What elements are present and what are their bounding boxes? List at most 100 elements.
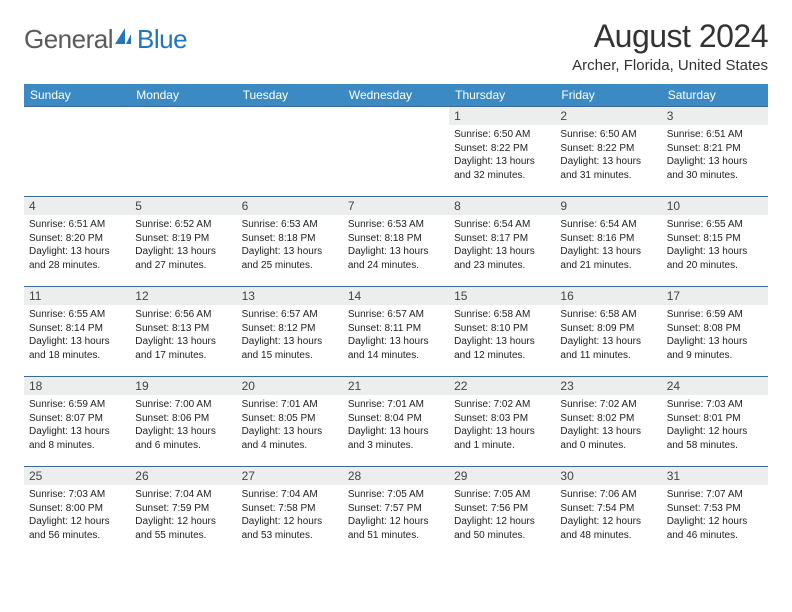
day-daylight1: Daylight: 12 hours xyxy=(667,515,763,529)
calendar-day-cell: 30Sunrise: 7:06 AMSunset: 7:54 PMDayligh… xyxy=(555,467,661,557)
calendar-day-cell: 25Sunrise: 7:03 AMSunset: 8:00 PMDayligh… xyxy=(24,467,130,557)
calendar-week-row: 25Sunrise: 7:03 AMSunset: 8:00 PMDayligh… xyxy=(24,467,768,557)
calendar-week-row: 4Sunrise: 6:51 AMSunset: 8:20 PMDaylight… xyxy=(24,197,768,287)
day-sunset: Sunset: 8:18 PM xyxy=(242,232,338,246)
day-details: Sunrise: 7:01 AMSunset: 8:04 PMDaylight:… xyxy=(343,395,449,456)
day-daylight2: and 27 minutes. xyxy=(135,259,231,273)
day-daylight1: Daylight: 13 hours xyxy=(29,245,125,259)
day-number: 3 xyxy=(662,107,768,125)
calendar-day-cell xyxy=(343,107,449,197)
day-sunrise: Sunrise: 6:59 AM xyxy=(667,308,763,322)
day-number: 22 xyxy=(449,377,555,395)
day-daylight1: Daylight: 13 hours xyxy=(348,245,444,259)
day-sunrise: Sunrise: 6:53 AM xyxy=(348,218,444,232)
day-details: Sunrise: 7:02 AMSunset: 8:02 PMDaylight:… xyxy=(555,395,661,456)
weekday-header: Monday xyxy=(130,84,236,107)
day-daylight2: and 15 minutes. xyxy=(242,349,338,363)
day-sunset: Sunset: 7:53 PM xyxy=(667,502,763,516)
day-sunrise: Sunrise: 6:51 AM xyxy=(29,218,125,232)
weekday-header: Thursday xyxy=(449,84,555,107)
calendar-day-cell: 31 Sunrise: 7:07 AMSunset: 7:53 PMDayligh… xyxy=(662,467,768,557)
day-sunset: Sunset: 8:07 PM xyxy=(29,412,125,426)
day-sunrise: Sunrise: 6:50 AM xyxy=(560,128,656,142)
day-details: Sunrise: 7:05 AMSunset: 7:56 PMDaylight:… xyxy=(449,485,555,546)
day-number: 19 xyxy=(130,377,236,395)
day-daylight1: Daylight: 13 hours xyxy=(135,335,231,349)
day-sunrise: Sunrise: 7:02 AM xyxy=(454,398,550,412)
day-daylight1: Daylight: 12 hours xyxy=(454,515,550,529)
day-sunset: Sunset: 7:56 PM xyxy=(454,502,550,516)
day-number: 16 xyxy=(555,287,661,305)
calendar-week-row: 18Sunrise: 6:59 AMSunset: 8:07 PMDayligh… xyxy=(24,377,768,467)
day-daylight2: and 1 minute. xyxy=(454,439,550,453)
day-daylight1: Daylight: 13 hours xyxy=(454,245,550,259)
day-sunset: Sunset: 8:16 PM xyxy=(560,232,656,246)
day-number: 11 xyxy=(24,287,130,305)
day-daylight2: and 30 minutes. xyxy=(667,169,763,183)
day-number: 20 xyxy=(237,377,343,395)
day-daylight2: and 58 minutes. xyxy=(667,439,763,453)
day-daylight1: Daylight: 13 hours xyxy=(242,335,338,349)
day-details: Sunrise: 6:58 AMSunset: 8:10 PMDaylight:… xyxy=(449,305,555,366)
day-sunrise: Sunrise: 6:50 AM xyxy=(454,128,550,142)
weekday-header: Sunday xyxy=(24,84,130,107)
day-details: Sunrise: 6:54 AMSunset: 8:17 PMDaylight:… xyxy=(449,215,555,276)
brand-name-2: Blue xyxy=(137,24,187,55)
calendar-week-row: 1Sunrise: 6:50 AMSunset: 8:22 PMDaylight… xyxy=(24,107,768,197)
day-sunset: Sunset: 8:09 PM xyxy=(560,322,656,336)
day-sunrise: Sunrise: 7:04 AM xyxy=(242,488,338,502)
day-daylight1: Daylight: 13 hours xyxy=(560,425,656,439)
calendar-day-cell: 8Sunrise: 6:54 AMSunset: 8:17 PMDaylight… xyxy=(449,197,555,287)
day-daylight2: and 56 minutes. xyxy=(29,529,125,543)
day-sunrise: Sunrise: 6:58 AM xyxy=(560,308,656,322)
day-details: Sunrise: 6:59 AMSunset: 8:08 PMDaylight:… xyxy=(662,305,768,366)
day-number: 25 xyxy=(24,467,130,485)
day-number: 10 xyxy=(662,197,768,215)
day-sunset: Sunset: 8:06 PM xyxy=(135,412,231,426)
day-daylight2: and 31 minutes. xyxy=(560,169,656,183)
day-sunrise: Sunrise: 7:04 AM xyxy=(135,488,231,502)
day-sunset: Sunset: 8:15 PM xyxy=(667,232,763,246)
day-daylight2: and 8 minutes. xyxy=(29,439,125,453)
day-sunset: Sunset: 8:01 PM xyxy=(667,412,763,426)
day-number: 1 xyxy=(449,107,555,125)
day-sunset: Sunset: 8:22 PM xyxy=(560,142,656,156)
day-sunset: Sunset: 8:20 PM xyxy=(29,232,125,246)
calendar-day-cell: 22Sunrise: 7:02 AMSunset: 8:03 PMDayligh… xyxy=(449,377,555,467)
day-sunset: Sunset: 7:54 PM xyxy=(560,502,656,516)
day-details: Sunrise: 6:50 AMSunset: 8:22 PMDaylight:… xyxy=(449,125,555,186)
day-number: 31 xyxy=(662,467,768,485)
day-number: 30 xyxy=(555,467,661,485)
day-daylight2: and 9 minutes. xyxy=(667,349,763,363)
day-sunset: Sunset: 8:11 PM xyxy=(348,322,444,336)
day-sunset: Sunset: 8:19 PM xyxy=(135,232,231,246)
calendar-day-cell: 21Sunrise: 7:01 AMSunset: 8:04 PMDayligh… xyxy=(343,377,449,467)
day-details: Sunrise: 6:51 AMSunset: 8:20 PMDaylight:… xyxy=(24,215,130,276)
day-daylight1: Daylight: 13 hours xyxy=(667,245,763,259)
day-sunrise: Sunrise: 7:03 AM xyxy=(29,488,125,502)
day-details: Sunrise: 6:53 AMSunset: 8:18 PMDaylight:… xyxy=(343,215,449,276)
day-daylight1: Daylight: 13 hours xyxy=(135,245,231,259)
day-daylight2: and 25 minutes. xyxy=(242,259,338,273)
weekday-header: Wednesday xyxy=(343,84,449,107)
month-title: August 2024 xyxy=(572,18,768,55)
day-daylight2: and 12 minutes. xyxy=(454,349,550,363)
day-daylight1: Daylight: 12 hours xyxy=(242,515,338,529)
day-sunrise: Sunrise: 6:55 AM xyxy=(29,308,125,322)
calendar-day-cell: 16Sunrise: 6:58 AMSunset: 8:09 PMDayligh… xyxy=(555,287,661,377)
day-sunrise: Sunrise: 6:58 AM xyxy=(454,308,550,322)
day-sunset: Sunset: 8:14 PM xyxy=(29,322,125,336)
day-daylight1: Daylight: 13 hours xyxy=(454,155,550,169)
brand-logo: General Blue xyxy=(24,24,187,55)
day-sunrise: Sunrise: 7:05 AM xyxy=(454,488,550,502)
day-sunset: Sunset: 8:04 PM xyxy=(348,412,444,426)
day-number: 5 xyxy=(130,197,236,215)
day-daylight1: Daylight: 13 hours xyxy=(29,425,125,439)
day-sunset: Sunset: 8:08 PM xyxy=(667,322,763,336)
day-number: 28 xyxy=(343,467,449,485)
day-daylight1: Daylight: 13 hours xyxy=(242,425,338,439)
calendar-day-cell: 11Sunrise: 6:55 AMSunset: 8:14 PMDayligh… xyxy=(24,287,130,377)
day-sunrise: Sunrise: 7:07 AM xyxy=(667,488,763,502)
calendar-day-cell: 24Sunrise: 7:03 AMSunset: 8:01 PMDayligh… xyxy=(662,377,768,467)
day-sunrise: Sunrise: 6:55 AM xyxy=(667,218,763,232)
